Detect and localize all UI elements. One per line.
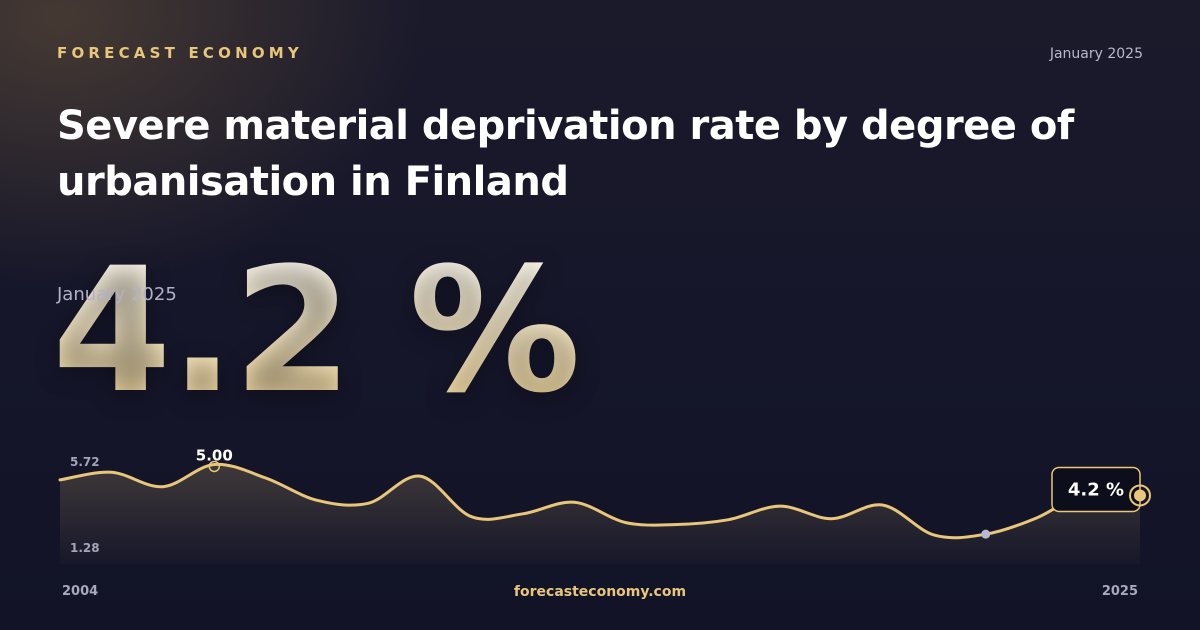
header-date: January 2025 bbox=[1049, 46, 1143, 62]
headline-date: January 2025 bbox=[57, 284, 177, 305]
peak-label: 5.00 bbox=[196, 446, 233, 464]
y-tick-max: 5.72 bbox=[70, 455, 100, 469]
x-axis-start-year: 2004 bbox=[62, 584, 99, 599]
sparkline-chart: 5.72 1.28 5.00 4.2 % bbox=[58, 446, 1151, 564]
site-link[interactable]: forecasteconomy.com bbox=[513, 584, 687, 600]
chart-area bbox=[60, 464, 1140, 564]
y-tick-min: 1.28 bbox=[70, 541, 100, 555]
peak-marker bbox=[208, 460, 221, 473]
x-axis-end-year: 2025 bbox=[1101, 584, 1138, 599]
page-title: Severe material deprivation rate by degr… bbox=[57, 103, 1074, 205]
chart-line bbox=[58, 462, 1142, 540]
latest-marker-ring bbox=[1129, 484, 1151, 507]
min-marker bbox=[981, 529, 991, 539]
latest-value-badge bbox=[1051, 466, 1141, 513]
latest-value-label: 4.2 % bbox=[1068, 479, 1124, 500]
brand-label: FORECAST ECONOMY bbox=[57, 44, 303, 62]
headline-value: 4.2 % bbox=[52, 226, 581, 436]
latest-marker bbox=[1134, 489, 1146, 502]
